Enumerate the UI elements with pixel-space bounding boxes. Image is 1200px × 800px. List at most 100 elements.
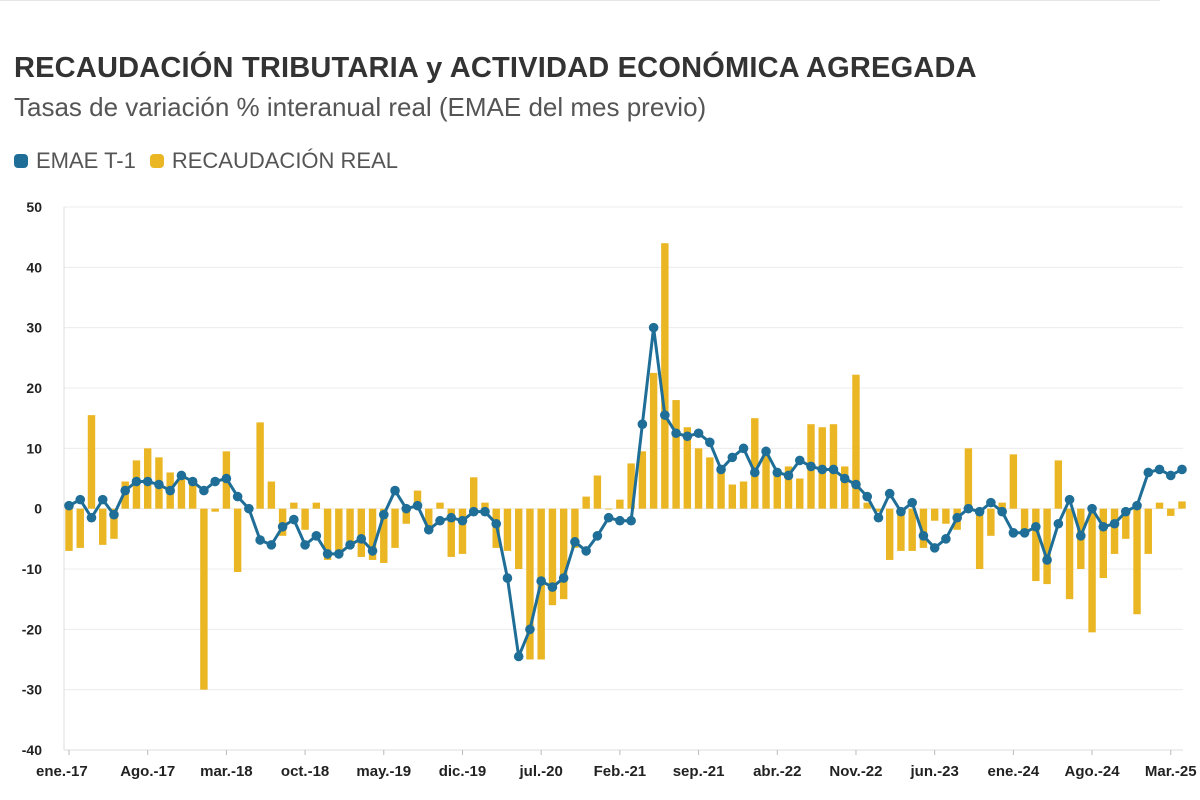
bar [661,243,669,509]
emae-point [131,476,142,487]
bar [391,508,399,548]
bar [1043,508,1051,585]
emae-point [300,540,310,550]
bar [177,475,186,509]
emae-point [311,531,322,541]
bar [930,508,939,521]
emae-point [334,549,344,559]
emae-point [390,485,400,496]
bar [796,478,804,509]
x-tick-label: oct.-18 [281,763,329,780]
bar [593,475,602,509]
emae-point [502,573,513,583]
emae-point [64,500,74,511]
emae-point [727,452,738,463]
bar [1009,454,1018,509]
top-divider [0,0,1160,1]
emae-point [255,535,265,545]
emae-point [592,531,603,541]
bar [649,372,658,509]
emae-point [142,476,153,487]
legend-label-recaudacion: RECAUDACIÓN REAL [171,148,399,173]
x-tick-label: may.-19 [356,763,411,780]
bar [1167,508,1175,516]
emae-point [513,651,524,662]
bar [402,508,410,524]
bar [1178,501,1186,509]
bar [211,508,219,512]
bar [1133,508,1141,615]
emae-point [468,506,479,517]
y-tick-label: 0 [34,501,42,517]
bar [312,502,321,509]
bar [582,496,590,509]
y-tick-label: 30 [26,320,42,336]
emae-point [1165,470,1176,481]
emae-point [851,479,861,490]
bar [863,502,871,509]
emae-point [525,624,535,635]
line-series-swatch-icon [14,154,28,168]
emae-point [637,419,648,429]
emae-point [1120,506,1131,517]
emae-point [109,509,119,520]
bar [481,502,489,509]
bar [301,508,309,530]
legend-item-recaudacion[interactable]: RECAUDACIÓN REAL [149,148,399,174]
emae-point [423,524,434,535]
bar [1155,502,1164,509]
bar [751,418,759,509]
bar [559,508,568,600]
emae-point [749,467,760,478]
emae-point [1076,531,1086,541]
emae-point [1064,494,1075,505]
emae-point [345,540,355,550]
y-tick-label: 10 [26,440,42,456]
chart-subtitle: Tasas de variación % interanual real (EM… [14,92,707,122]
chart-legend: EMAE T-1 RECAUDACIÓN REAL [14,148,398,174]
legend-item-emae[interactable]: EMAE T-1 [14,148,136,174]
y-tick-label: -20 [22,621,42,637]
emae-point [176,470,187,481]
emae-point [873,512,884,523]
bar [717,469,725,509]
emae-point [862,491,873,502]
emae-point [929,543,940,553]
emae-point [570,537,580,547]
emae-point [1143,467,1154,478]
bar [267,481,276,509]
bar [672,400,680,509]
bar [638,451,647,509]
x-tick-label: Mar.-25 [1145,763,1197,780]
emae-point [1177,464,1187,475]
x-tick-label: dic.-19 [439,763,487,780]
emae-point [75,494,86,505]
emae-point [289,514,299,525]
emae-point [457,515,468,526]
y-tick-label: 50 [26,199,42,215]
bar [425,508,433,530]
bar [919,508,928,548]
emae-point [1053,518,1064,529]
emae-point [761,446,771,457]
bar [706,457,714,509]
bar [728,484,737,509]
chart-title: RECAUDACIÓN TRIBUTARIA y ACTIVIDAD ECONÓ… [14,52,977,84]
bar [323,508,332,560]
y-tick-label: 20 [26,380,42,396]
bar [908,508,916,551]
emae-point [367,546,378,556]
bar [739,481,748,509]
emae-point [907,497,917,508]
bar [762,454,770,509]
bar [200,508,208,690]
bar [784,466,793,509]
emae-point [232,491,243,502]
bar [470,477,478,509]
x-tick-label: abr.-22 [753,763,801,780]
bar [548,508,557,606]
emae-point [1042,555,1052,565]
bar [683,427,692,509]
emae-point [1098,521,1109,532]
emae-point [772,467,783,478]
